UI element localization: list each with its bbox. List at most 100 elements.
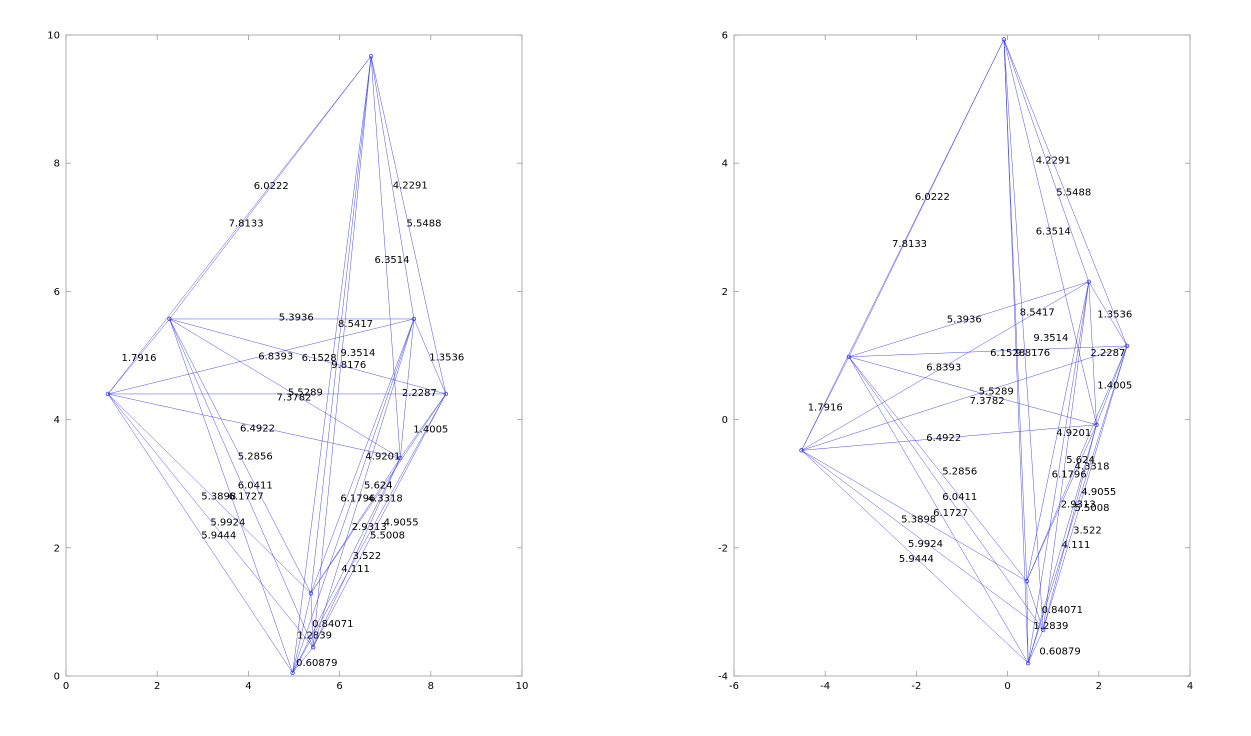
edge-weight-label: 7.8133 (892, 239, 927, 250)
graph-edge (801, 345, 1128, 451)
edge-weight-label: 5.5488 (406, 218, 441, 229)
graph-edge (370, 56, 401, 459)
edge-weight-label: 5.5008 (370, 530, 405, 541)
graph-edge (310, 318, 415, 594)
y-tick-label: 0 (54, 672, 60, 683)
edge-weight-label: 9.8176 (1015, 348, 1050, 359)
graph-node (799, 448, 804, 453)
edge-weight-label: 6.1528 (302, 353, 337, 364)
graph-edge (1042, 281, 1089, 630)
graph-node (1124, 343, 1130, 349)
graph-edge (312, 56, 372, 648)
edge-weight-label: 6.0411 (238, 480, 273, 491)
edge-weight-label: 4.111 (341, 564, 370, 575)
left-graph-panel: 0 2 4 6 8 10 0 2 4 6 8 10 1.7916 6.0222 7.8133 4.2291 5.… (47, 31, 528, 693)
graph-edge (310, 56, 372, 594)
graph-edge (370, 56, 447, 395)
y-tick-label: 2 (54, 543, 60, 554)
edge-weight-label: 0.84071 (312, 619, 353, 630)
y-tick-label: 0 (722, 415, 728, 426)
graph-node (443, 391, 449, 397)
y-tick-label: 10 (47, 31, 60, 42)
graph-edge (848, 345, 1128, 358)
graph-edge (1026, 281, 1089, 582)
edge-weight-label: 6.1796 (1052, 470, 1087, 481)
edge-weight-label: 5.9924 (210, 518, 245, 529)
edge-weight-label: 8.5417 (338, 319, 373, 330)
edge-weight-label: 7.8133 (229, 218, 264, 229)
graph-edge (169, 56, 372, 320)
graph-edge (107, 393, 314, 648)
graph-node (368, 53, 374, 59)
graph-node (1086, 279, 1091, 284)
graph-edge (801, 450, 1027, 582)
edge-weight-label: 4.9201 (1056, 428, 1091, 439)
graph-edge (1026, 424, 1097, 582)
edge-weight-label: 4.2291 (1036, 155, 1071, 166)
x-tick-label: 10 (516, 681, 529, 692)
edge-weight-label: 5.3936 (947, 314, 982, 325)
x-tick-label: 6 (336, 681, 342, 692)
edge-weight-label: 6.1796 (340, 493, 375, 504)
graph-edge (107, 318, 414, 395)
right-graph-panel: -6 -4 -2 0 2 4-4-202461.79166.02227.81334.229… (718, 31, 1193, 693)
graph-edge (801, 450, 1044, 631)
graph-edge (292, 393, 447, 673)
graph-edge (312, 318, 415, 648)
edge-weight-label: 5.624 (1066, 455, 1095, 466)
graph-edge (169, 318, 312, 594)
graph-node (1001, 37, 1007, 42)
edge-weight-label: 1.4005 (413, 425, 448, 436)
graph-edge (1088, 281, 1128, 347)
edge-weight-label: 0.84071 (1042, 605, 1083, 616)
edge-weight-label: 4.3318 (368, 493, 403, 504)
graph-edge (1096, 345, 1128, 425)
edge-weight-label: 3.522 (353, 551, 382, 562)
graph-edge (169, 318, 401, 459)
edge-weight-label: 5.624 (364, 480, 393, 491)
graph-edge (107, 393, 401, 459)
graph-edge (848, 356, 1027, 582)
graph-edge (310, 593, 314, 648)
x-tick-label: -4 (820, 681, 830, 692)
graph-edge (310, 457, 401, 594)
graph-edge (1027, 345, 1128, 664)
edge-weight-label: 5.3898 (201, 491, 236, 502)
y-tick-label: -4 (718, 672, 728, 683)
edge-weight-label: 2.2287 (402, 388, 437, 399)
edge-weight-label: 9.3514 (1033, 333, 1068, 344)
edge-weight-label: 1.7916 (808, 402, 843, 413)
graph-edge (413, 318, 447, 395)
edge-weight-label: 4.9201 (365, 452, 400, 463)
graph-edge (292, 647, 314, 673)
edge-weight-label: 6.1727 (933, 508, 968, 519)
graph-edge (1026, 581, 1044, 630)
edge-weight-label: 5.2856 (942, 466, 977, 477)
graph-edge (107, 393, 293, 673)
x-tick-label: 8 (428, 681, 434, 692)
graph-edge (292, 56, 372, 673)
edge-weight-label: 6.8393 (258, 352, 293, 363)
edge-weight-label: 4.2291 (393, 180, 428, 191)
graph-edge (1042, 345, 1128, 630)
graph-edge (169, 318, 446, 395)
edge-weight-label: 1.3536 (429, 352, 464, 363)
graph-edge (1003, 39, 1044, 630)
graph-edge (312, 393, 447, 648)
graph-edge (1003, 39, 1128, 346)
graph-edge (400, 318, 415, 459)
edge-weight-label: 7.3782 (277, 393, 312, 404)
edge-weight-label: 4.3318 (1074, 461, 1109, 472)
graph-node (1024, 578, 1029, 584)
graph-edge (292, 593, 312, 673)
edge-weight-label: 5.9444 (899, 554, 934, 565)
graph-edge (1088, 281, 1097, 425)
edge-weight-label: 6.0222 (915, 192, 950, 203)
graph-node (1094, 422, 1099, 427)
graph-edge (310, 393, 447, 594)
graph-node (290, 670, 295, 675)
x-tick-label: 4 (245, 681, 251, 692)
edge-weight-label: 2.9313 (352, 522, 387, 533)
edge-weight-label: 6.8393 (926, 363, 961, 374)
edge-weight-label: 5.9924 (908, 539, 943, 550)
